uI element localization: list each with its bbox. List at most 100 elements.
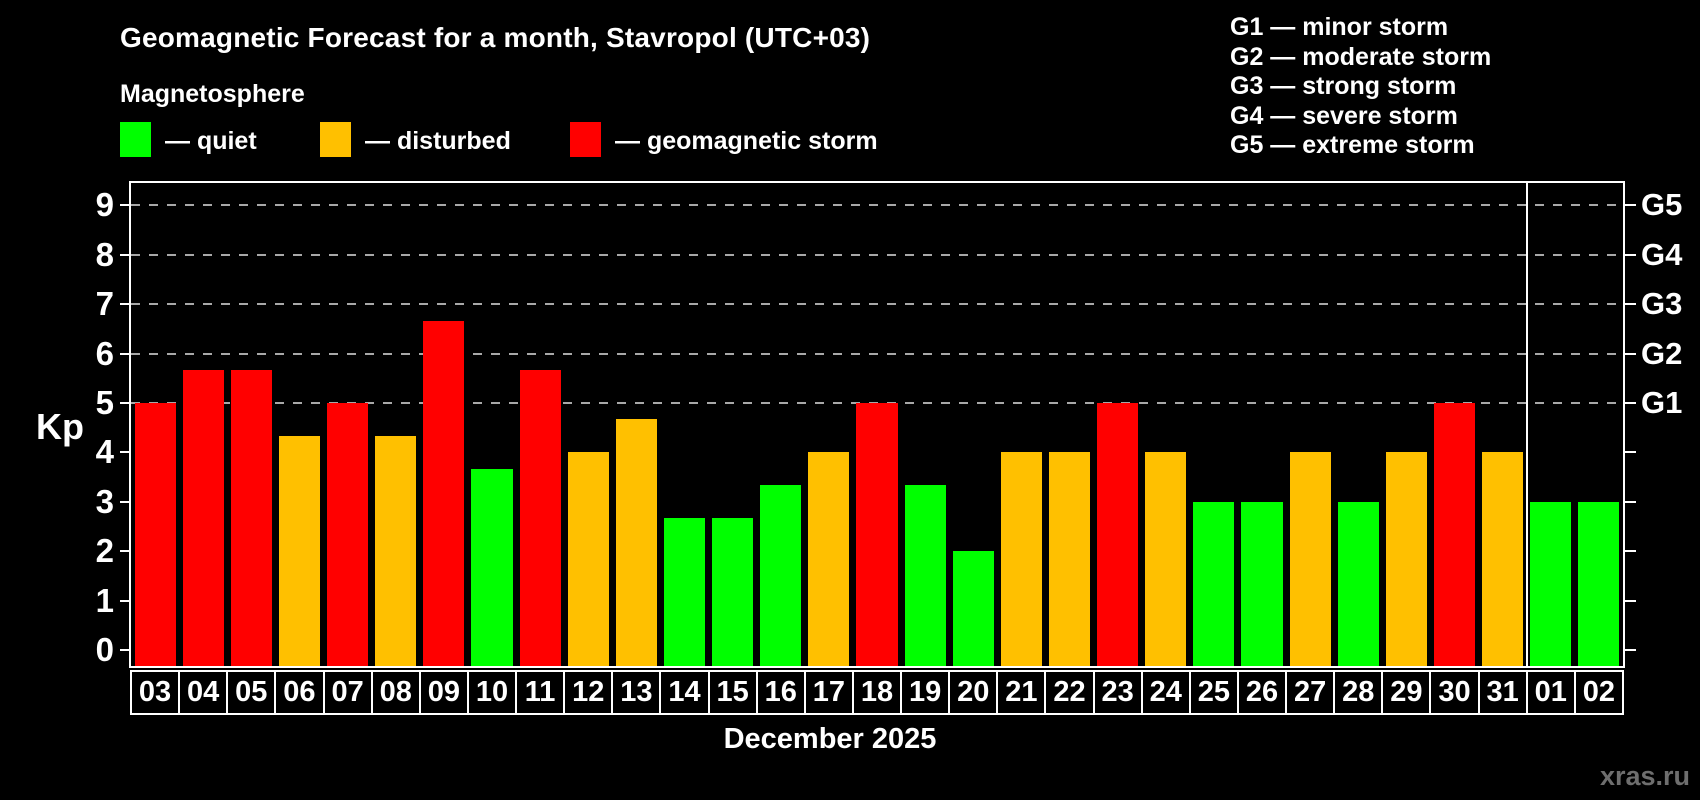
day-label-06: 06: [274, 670, 325, 715]
y-tick-right-5: [1623, 402, 1636, 404]
bar-day-30: [1433, 403, 1476, 666]
bar-day-02: [1578, 501, 1620, 666]
g-axis-label-g3: G3: [1641, 286, 1683, 322]
gridline-kp7: [131, 303, 1623, 306]
y-tick-left-2: [120, 550, 131, 553]
day-label-01: 01: [1525, 670, 1576, 715]
y-tick-label-4: 4: [95, 433, 114, 471]
y-tick-label-2: 2: [95, 532, 114, 570]
day-label-28: 28: [1333, 670, 1384, 715]
day-label-30: 30: [1429, 670, 1480, 715]
bar-day-12: [567, 452, 609, 666]
y-axis-label: Kp: [36, 406, 84, 447]
g-scale-legend-line-3: G3 — strong storm: [1230, 72, 1457, 100]
y-tick-left-1: [120, 599, 131, 602]
y-tick-label-9: 9: [95, 186, 114, 224]
bar-day-23: [1097, 403, 1139, 666]
bar-day-19: [904, 485, 946, 666]
day-label-16: 16: [755, 670, 806, 715]
bar-day-25: [1193, 501, 1235, 666]
y-tick-left-6: [120, 352, 131, 355]
y-tick-label-0: 0: [95, 631, 114, 668]
y-tick-right-0: [1623, 649, 1636, 651]
day-label-15: 15: [707, 670, 758, 715]
day-label-11: 11: [515, 670, 566, 715]
bar-day-04: [182, 369, 224, 666]
y-tick-label-7: 7: [95, 285, 114, 323]
y-tick-right-3: [1623, 500, 1636, 503]
legend-swatch-quiet: [120, 122, 151, 157]
day-label-27: 27: [1285, 670, 1336, 715]
day-label-24: 24: [1140, 670, 1191, 715]
y-tick-left-8: [120, 253, 131, 256]
day-label-03: 03: [130, 670, 181, 715]
y-tick-right-1: [1623, 599, 1636, 602]
bar-day-13: [615, 419, 657, 666]
bar-day-31: [1482, 452, 1524, 666]
bar-day-06: [278, 436, 320, 666]
legend-label-quiet: — quiet: [165, 127, 257, 155]
chart-title: Geomagnetic Forecast for a month, Stavro…: [120, 22, 871, 53]
g-scale-legend-line-4: G4 — severe storm: [1230, 101, 1458, 130]
bar-day-16: [760, 485, 802, 666]
g-scale-legend: G1 — minor storm G2 — moderate storm G3 — …: [1230, 13, 1491, 161]
y-tick-left-7: [120, 303, 131, 306]
day-label-25: 25: [1188, 670, 1239, 715]
month-separator-line: [1525, 183, 1528, 666]
gridline-kp9: [131, 204, 1623, 207]
y-tick-right-6: [1623, 352, 1636, 355]
y-tick-left-9: [120, 204, 131, 207]
bar-day-14: [663, 518, 706, 666]
bar-day-27: [1289, 452, 1331, 666]
day-label-26: 26: [1236, 670, 1288, 715]
gridline-kp6: [131, 352, 1623, 355]
day-label-10: 10: [466, 670, 518, 715]
day-label-21: 21: [996, 670, 1047, 715]
bar-day-01: [1530, 501, 1572, 666]
g-axis-label-g5: G5: [1641, 187, 1683, 223]
day-label-17: 17: [803, 670, 854, 715]
y-tick-right-4: [1623, 451, 1636, 454]
watermark: xras.ru: [1599, 761, 1690, 791]
bar-day-22: [1048, 452, 1091, 666]
legend-swatch-storm: [570, 122, 601, 157]
day-label-09: 09: [418, 670, 469, 715]
day-label-07: 07: [322, 670, 373, 715]
day-label-20: 20: [948, 670, 999, 715]
bar-day-10: [471, 468, 513, 666]
day-label-04: 04: [178, 670, 229, 715]
y-tick-label-6: 6: [95, 334, 114, 372]
y-tick-label-8: 8: [95, 235, 114, 273]
bar-day-17: [808, 452, 850, 666]
y-tick-right-8: [1623, 253, 1636, 256]
day-label-31: 31: [1477, 670, 1528, 715]
day-label-19: 19: [900, 670, 951, 715]
bar-day-24: [1145, 452, 1187, 666]
g-scale-legend-line-1: G1 — minor storm: [1230, 13, 1449, 41]
bar-day-26: [1241, 501, 1283, 666]
y-tick-label-1: 1: [95, 581, 114, 619]
y-tick-left-3: [120, 500, 131, 503]
bar-day-07: [327, 403, 369, 666]
y-tick-right-2: [1623, 550, 1636, 553]
day-label-29: 29: [1381, 670, 1432, 715]
legend-label-storm: — geomagnetic storm: [615, 127, 878, 155]
bar-day-20: [952, 551, 994, 666]
g-axis-label-g2: G2: [1641, 335, 1683, 371]
day-label-12: 12: [563, 670, 614, 715]
day-label-22: 22: [1044, 670, 1095, 715]
plot-area: [129, 181, 1625, 668]
day-label-13: 13: [611, 670, 662, 715]
day-label-08: 08: [370, 670, 421, 715]
day-label-18: 18: [851, 670, 903, 715]
y-tick-label-5: 5: [95, 384, 114, 421]
y-tick-left-4: [120, 451, 131, 454]
g-axis-label-g1: G1: [1641, 385, 1683, 420]
gridline-kp8: [131, 253, 1623, 256]
y-tick-right-9: [1623, 204, 1636, 207]
bar-day-11: [519, 369, 561, 666]
bar-day-15: [712, 518, 754, 666]
g-scale-legend-line-5: G5 — extreme storm: [1230, 131, 1475, 159]
legend-swatch-disturbed: [320, 122, 351, 157]
